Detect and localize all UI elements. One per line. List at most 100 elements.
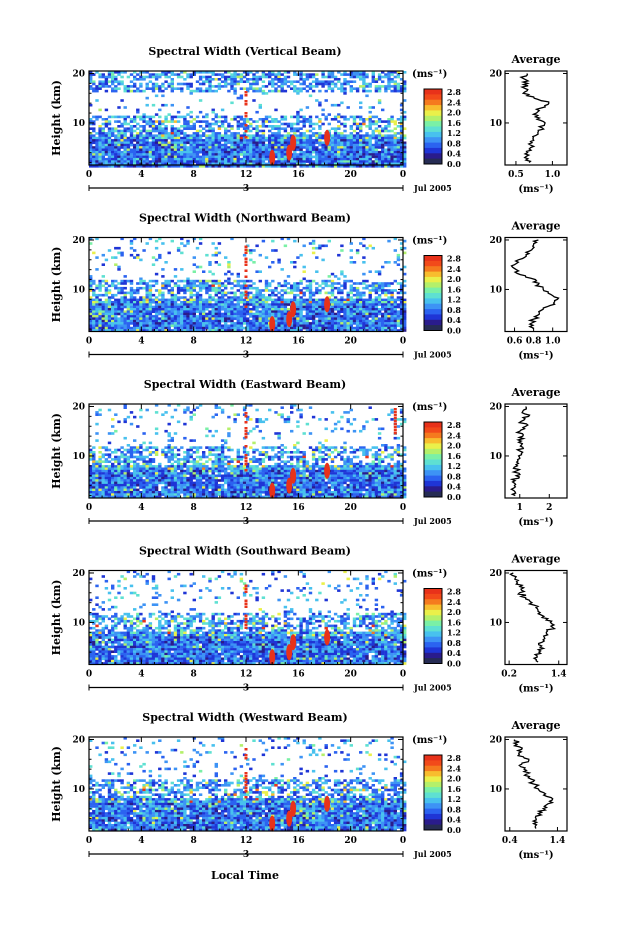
average-profile-line <box>510 239 560 330</box>
average-x-tick-label: 1.4 <box>551 670 567 680</box>
y-axis-label: Height (km) <box>50 413 63 489</box>
panel-3: Spectral Width (Eastward Beam)2010Height… <box>50 378 568 528</box>
x-tick-label: 0 <box>400 670 406 680</box>
colorbar-unit: (ms⁻¹) <box>412 735 447 746</box>
average-y-tick-label: 20 <box>489 735 502 745</box>
x-tick-label: 20 <box>344 670 357 680</box>
colorbar-tick-label: 2.8 <box>447 420 461 430</box>
day-marker: 3 <box>243 517 249 527</box>
x-tick-label: 0 <box>400 503 406 513</box>
colorbar-tick-label: 2.8 <box>447 753 461 763</box>
heatmap-cells <box>89 737 407 832</box>
x-tick-label: 0 <box>400 170 406 180</box>
colorbar-tick-label: 0.4 <box>447 315 461 325</box>
average-title: Average <box>510 553 560 566</box>
colorbar-tick-label: 0.4 <box>447 815 461 825</box>
y-tick-label: 10 <box>72 285 85 295</box>
colorbar-tick-label: 1.2 <box>447 794 461 804</box>
x-tick-label: 16 <box>292 170 305 180</box>
colorbar-tick-label: 2.8 <box>447 254 461 264</box>
y-axis-label: Height (km) <box>50 580 63 656</box>
average-profile-line <box>509 572 557 663</box>
day-marker: 3 <box>243 184 249 194</box>
average-y-tick-label: 20 <box>489 569 502 579</box>
panel-5: Spectral Width (Westward Beam) 20 10 Height… <box>50 711 568 861</box>
colorbar <box>424 588 442 664</box>
colorbar-tick-label: 1.2 <box>447 128 461 138</box>
colorbar-tick-label: 2.0 <box>447 441 461 451</box>
colorbar-frame <box>423 255 443 331</box>
colorbar-unit: (ms⁻¹) <box>412 69 447 80</box>
y-tick-label: 20 <box>72 69 85 79</box>
date-label: Jul 2005 <box>413 683 452 693</box>
average-y-tick-label: 20 <box>489 402 502 412</box>
colorbar-tick-label: 2.0 <box>447 108 461 118</box>
average-title: Average <box>510 220 560 233</box>
colorbar <box>424 89 442 165</box>
colorbar-tick-label: 2.0 <box>447 774 461 784</box>
average-y-tick-label: 10 <box>489 285 502 295</box>
colorbar-tick-label: 2.4 <box>447 597 461 607</box>
colorbar-tick-label: 0.8 <box>447 305 461 315</box>
average-title: Average <box>510 386 560 399</box>
average-x-tick-label: 0.5 <box>508 170 524 180</box>
x-tick-label: 0 <box>86 337 92 347</box>
y-tick-label: 20 <box>72 569 85 579</box>
colorbar-tick-label: 1.6 <box>447 784 461 794</box>
colorbar-frame <box>423 421 443 498</box>
average-y-tick-label: 10 <box>489 452 502 462</box>
x-tick-label: 4 <box>138 170 144 180</box>
colorbar <box>424 422 442 498</box>
average-x-tick-label: 0.6 <box>507 337 523 347</box>
average-x-tick-label: 1.0 <box>545 337 561 347</box>
colorbar-tick-label: 0.4 <box>447 648 461 658</box>
x-tick-label: 20 <box>344 503 357 513</box>
colorbar-unit: (ms⁻¹) <box>412 402 447 413</box>
day-marker: 3 <box>243 850 249 860</box>
y-tick-label: 20 <box>72 735 85 745</box>
colorbar-tick-label: 2.4 <box>447 264 461 274</box>
average-frame <box>504 569 568 666</box>
x-tick-label: 16 <box>292 337 305 347</box>
colorbar-tick-label: 0.4 <box>447 149 461 159</box>
x-tick-label: 20 <box>344 836 357 846</box>
colorbar-tick-label: 0.4 <box>447 482 461 492</box>
x-tick-label: 16 <box>292 836 305 846</box>
x-tick-label: 8 <box>191 503 197 513</box>
colorbar-frame <box>423 88 443 165</box>
colorbar-unit: (ms⁻¹) <box>412 236 447 247</box>
colorbar-tick-label: 0.8 <box>447 638 461 648</box>
average-frame <box>504 736 568 832</box>
x-tick-label: 4 <box>138 836 144 846</box>
colorbar-tick-label: 0.8 <box>447 138 461 148</box>
x-tick-label: 12 <box>240 170 253 180</box>
average-x-tick-label: 2 <box>546 503 552 513</box>
average-y-tick-label: 20 <box>489 69 502 79</box>
x-tick-label: 16 <box>292 503 305 513</box>
x-tick-label: 8 <box>191 337 197 347</box>
x-tick-label: 4 <box>138 503 144 513</box>
colorbar-frame <box>423 588 443 664</box>
y-tick-label: 20 <box>72 236 85 246</box>
colorbar-frame <box>423 754 443 831</box>
heatmap-cells <box>89 237 407 333</box>
panel-title: Spectral Width (Vertical Beam) <box>148 45 341 58</box>
x-tick-label: 12 <box>240 503 253 513</box>
colorbar-tick-label: 2.4 <box>447 97 461 107</box>
x-tick-label: 0 <box>400 337 406 347</box>
y-tick-label: 10 <box>72 618 85 628</box>
colorbar-tick-label: 0.8 <box>447 471 461 481</box>
colorbar-tick-label: 0.0 <box>447 492 461 502</box>
colorbar-tick-label: 2.4 <box>447 763 461 773</box>
average-x-tick-label: 0.8 <box>526 337 542 347</box>
average-x-tick-label: 0.2 <box>501 670 517 680</box>
colorbar-tick-label: 2.0 <box>447 274 461 284</box>
average-y-tick-label: 10 <box>489 785 502 795</box>
average-frame <box>504 236 568 333</box>
colorbar-tick-label: 2.8 <box>447 587 461 597</box>
average-title: Average <box>510 719 560 732</box>
colorbar-tick-label: 0.0 <box>447 659 461 669</box>
day-marker: 3 <box>243 684 249 694</box>
colorbar-tick-label: 0.8 <box>447 804 461 814</box>
date-label: Jul 2005 <box>413 516 452 526</box>
